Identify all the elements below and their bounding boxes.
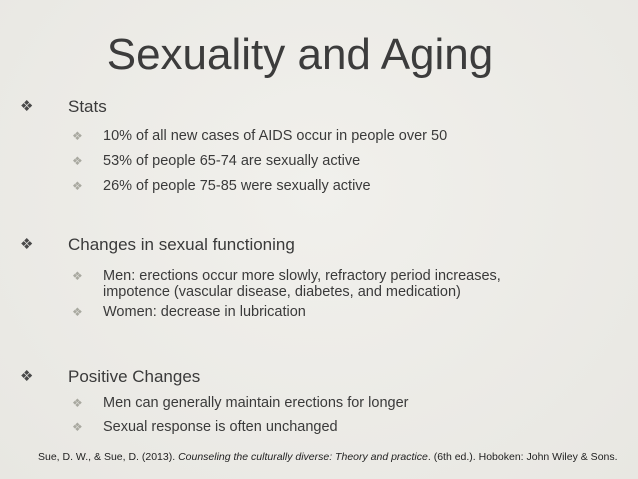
slide-title: Sexuality and Aging (106, 30, 494, 79)
bullet-item: 10% of all new cases of AIDS occur in pe… (72, 128, 543, 144)
bullet-item: Women: decrease in lubrication (72, 304, 543, 320)
section-heading: Stats (20, 97, 106, 117)
citation-text: . (6th ed.). Hoboken: John Wiley & Sons. (427, 451, 618, 463)
citation-title: Counseling the culturally diverse: Theor… (178, 451, 428, 463)
bullet-item: 26% of people 75-85 were sexually active (72, 178, 543, 194)
section-heading: Changes in sexual functioning (20, 235, 295, 255)
bullet-item: 53% of people 65-74 are sexually active (72, 153, 543, 169)
citation: Sue, D. W., & Sue, D. (2013). Counseling… (38, 451, 618, 463)
section-heading: Positive Changes (20, 367, 200, 387)
bullet-item: Men: erections occur more slowly, refrac… (72, 268, 543, 300)
bullet-item: Sexual response is often unchanged (72, 419, 543, 435)
bullet-item: Men can generally maintain erections for… (72, 395, 543, 411)
citation-text: Sue, D. W., & Sue, D. (2013). (38, 451, 179, 463)
